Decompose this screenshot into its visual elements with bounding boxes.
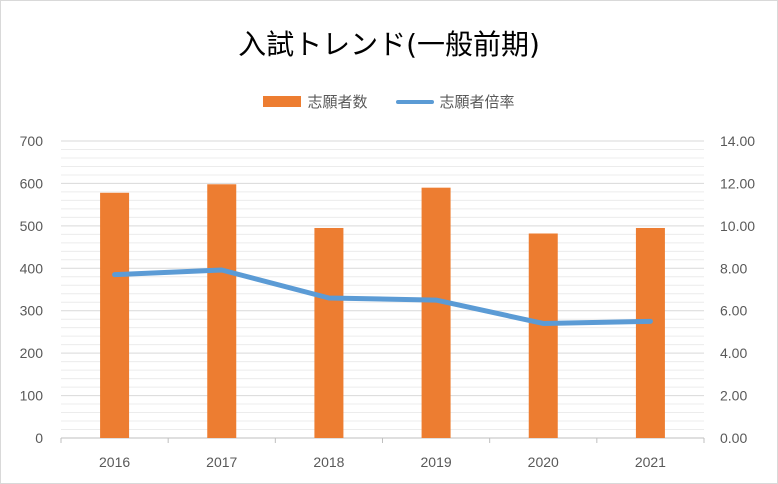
- y-left-tick-label: 200: [20, 345, 44, 361]
- y-left-tick-label: 0: [35, 430, 43, 446]
- x-tick-label: 2018: [313, 454, 344, 470]
- x-tick-label: 2017: [206, 454, 237, 470]
- y-right-tick-label: 12.00: [720, 175, 755, 191]
- x-tick-label: 2016: [99, 454, 130, 470]
- y-right-tick-label: 2.00: [720, 388, 747, 404]
- legend-swatch-line: [395, 99, 434, 104]
- bar: [314, 227, 344, 438]
- bar: [528, 233, 558, 438]
- chart-legend: 志願者数 志願者倍率: [1, 91, 777, 112]
- legend-swatch-bar: [263, 96, 302, 107]
- legend-item-bar: 志願者数: [263, 91, 368, 112]
- y-right-tick-label: 4.00: [720, 345, 747, 361]
- y-left-tick-label: 400: [20, 260, 44, 276]
- bar: [100, 192, 130, 438]
- y-right-tick-label: 14.00: [720, 133, 755, 149]
- line-point: [541, 321, 545, 325]
- x-tick-label: 2020: [528, 454, 559, 470]
- line-point: [434, 298, 438, 302]
- y-left-tick-label: 300: [20, 303, 44, 319]
- y-right-tick-label: 0.00: [720, 430, 747, 446]
- line-point: [327, 296, 331, 300]
- line-point: [220, 268, 224, 272]
- legend-label-line: 志願者倍率: [439, 93, 515, 111]
- y-left-tick-label: 700: [20, 133, 44, 149]
- line-point: [648, 319, 652, 323]
- y-right-tick-label: 10.00: [720, 218, 755, 234]
- line-series: [112, 267, 653, 326]
- y-right-tick-label: 8.00: [720, 260, 747, 276]
- y-left-tick-label: 600: [20, 175, 44, 191]
- y-left-tick-label: 500: [20, 218, 44, 234]
- line-point: [113, 273, 117, 277]
- legend-label-bar: 志願者数: [307, 93, 368, 111]
- bar: [635, 227, 665, 438]
- y-left-tick-label: 100: [20, 388, 44, 404]
- legend-item-line: 志願者倍率: [395, 91, 515, 112]
- bar: [421, 187, 451, 438]
- x-tick-label: 2021: [635, 454, 666, 470]
- y-right-tick-label: 6.00: [720, 303, 747, 319]
- bar: [207, 184, 237, 438]
- chart-title: 入試トレンド(一般前期): [238, 28, 540, 61]
- x-tick-label: 2019: [421, 454, 452, 470]
